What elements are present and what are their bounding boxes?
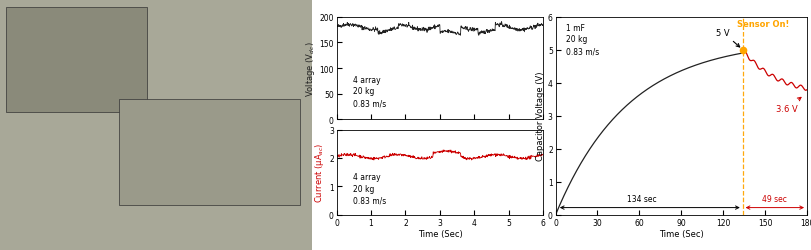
Y-axis label: Voltage (V$_{dc}$): Voltage (V$_{dc}$) (303, 41, 316, 96)
Y-axis label: Current (μA$_{ac}$): Current (μA$_{ac}$) (313, 142, 326, 203)
Text: 5 V: 5 V (716, 29, 740, 48)
Text: Sensor On!: Sensor On! (736, 20, 789, 28)
Text: 4 array
20 kg
0.83 m/s: 4 array 20 kg 0.83 m/s (353, 172, 386, 205)
Y-axis label: Capacitor Voltage (V): Capacitor Voltage (V) (536, 72, 545, 161)
Text: 4 array
20 kg
0.83 m/s: 4 array 20 kg 0.83 m/s (353, 75, 386, 108)
Text: 3.6 V: 3.6 V (776, 98, 801, 113)
X-axis label: Time (Sec): Time (Sec) (659, 230, 704, 238)
Bar (6, 8, 147, 113)
Text: 1 mF
20 kg
0.83 m/s: 1 mF 20 kg 0.83 m/s (565, 24, 599, 56)
X-axis label: Time (Sec): Time (Sec) (418, 230, 462, 238)
Text: 49 sec: 49 sec (762, 194, 787, 203)
Bar (118, 100, 300, 205)
Text: 134 sec: 134 sec (628, 194, 657, 203)
